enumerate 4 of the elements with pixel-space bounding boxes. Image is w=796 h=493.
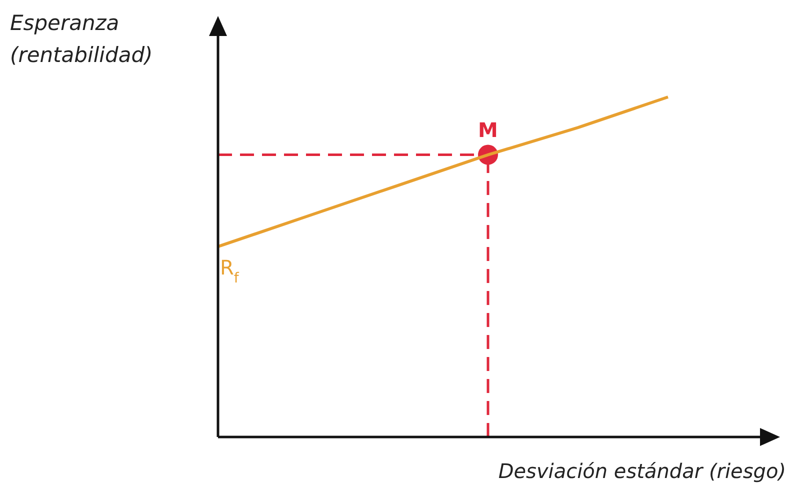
x-axis-title: Desviación estándar (riesgo) <box>498 459 786 483</box>
series-label: R$_{f}$ <box>220 256 240 287</box>
annotation: M <box>478 118 498 142</box>
y-axis-title: Esperanza (rentabilidad) <box>10 11 153 67</box>
